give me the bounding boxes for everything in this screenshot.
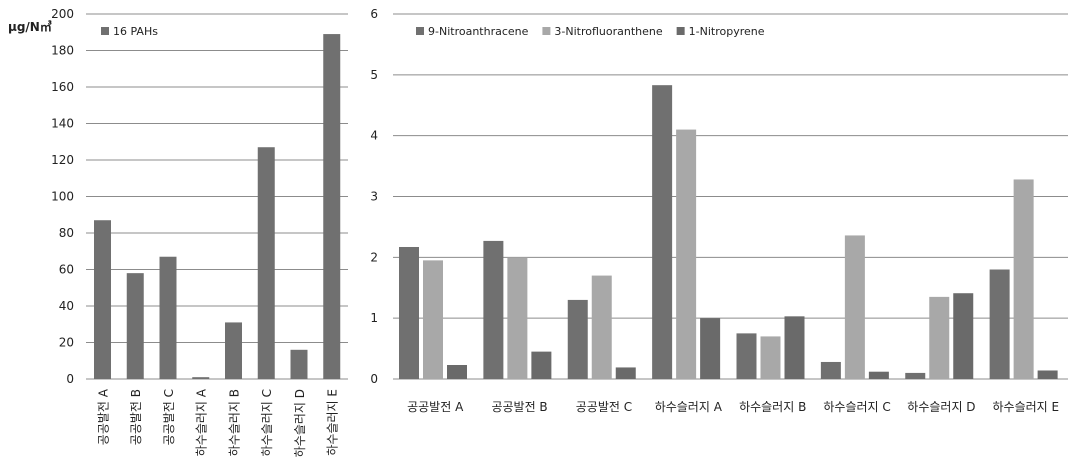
legend-swatch (676, 27, 685, 35)
bar (736, 333, 757, 379)
bar (676, 129, 697, 379)
x-tick-label: 공공발전 C (162, 389, 176, 445)
y-tick-label: 140 (51, 117, 74, 131)
bar (844, 235, 865, 379)
bar (323, 34, 341, 379)
x-tick-label: 공공발전 B (129, 389, 143, 445)
bar (820, 361, 841, 379)
bar (700, 318, 721, 379)
y-tick-label: 40 (59, 299, 74, 313)
bar (126, 273, 144, 379)
legend-label: 3-Nitrofluoranthene (554, 25, 662, 38)
y-tick-label: 200 (51, 7, 74, 21)
y-tick-label: 1 (370, 311, 378, 325)
y-tick-label: 180 (51, 44, 74, 58)
bar (652, 85, 673, 380)
bar (94, 220, 111, 379)
bar (257, 147, 275, 379)
bar (868, 371, 889, 379)
legend-label: 16 PAHs (113, 25, 158, 38)
legend-swatch (101, 27, 109, 35)
x-tick-label: 하수슬러지 A (655, 400, 723, 414)
y-tick-label: 0 (66, 372, 74, 386)
legend-label: 1-Nitropyrene (689, 25, 765, 38)
y-tick-label: 3 (370, 190, 378, 204)
bar (784, 316, 805, 379)
y-tick-label: 6 (370, 7, 378, 21)
bar (159, 256, 177, 379)
x-tick-label: 공공발전 A (96, 388, 110, 445)
y-tick-label: 0 (370, 372, 378, 386)
chart-nitro-pahs: 0 1 2 3 4 5 6 공공발전 A 공공발전 B 공공발전 C 하수슬러지 A 하수슬러지 B 하… (370, 7, 1068, 414)
legend-swatch (416, 27, 424, 35)
legend-swatch (542, 27, 551, 35)
y-tick-label: 120 (51, 153, 74, 167)
x-tick-label: 공공발전 C (576, 400, 632, 414)
bar (483, 240, 504, 379)
bar (567, 299, 588, 379)
bar (929, 296, 950, 379)
bar (399, 246, 419, 379)
x-tick-label: 하수슬러지 E (326, 389, 340, 456)
x-tick-label: 하수슬러지 B (739, 400, 806, 414)
bar (905, 372, 926, 379)
bar (531, 351, 552, 379)
x-tick-label: 하수슬러지 D (293, 389, 307, 457)
bar (192, 377, 210, 379)
y-tick-label: 100 (51, 190, 74, 204)
x-tick-label: 하수슬러지 A (195, 388, 209, 456)
chart-pahs: 0 20 40 60 80 100 120 140 160 180 200 공공발전 A 공공발전 B 공… (8, 7, 348, 457)
y-tick-label: 5 (370, 68, 378, 82)
bar (953, 293, 974, 379)
bar (447, 365, 467, 379)
bar (423, 260, 443, 379)
x-tick-label: 하수슬러지 C (823, 400, 890, 414)
y-tick-label: 60 (59, 263, 74, 277)
x-tick-label: 하수슬러지 E (993, 400, 1060, 414)
x-tick-label: 하수슬러지 D (907, 400, 975, 414)
bar (760, 336, 781, 379)
bar (591, 275, 612, 379)
y-axis-label: μg/N㎥ (8, 19, 52, 34)
bar (225, 322, 242, 379)
bar (1013, 179, 1034, 379)
x-tick-label: 공공발전 B (491, 400, 547, 414)
x-tick-label: 공공발전 A (407, 400, 464, 414)
bar (989, 269, 1010, 379)
y-tick-label: 80 (59, 226, 74, 240)
bar (290, 349, 308, 379)
y-tick-label: 160 (51, 80, 74, 94)
bar (1037, 370, 1058, 379)
x-tick-label: 하수슬러지 B (227, 389, 241, 456)
y-tick-label: 2 (370, 250, 378, 264)
y-tick-label: 4 (370, 129, 378, 143)
x-tick-label: 하수슬러지 C (260, 389, 274, 456)
legend-label: 9-Nitroanthracene (428, 25, 529, 38)
bar (615, 367, 636, 379)
y-tick-label: 20 (59, 336, 74, 350)
bar (507, 257, 528, 379)
